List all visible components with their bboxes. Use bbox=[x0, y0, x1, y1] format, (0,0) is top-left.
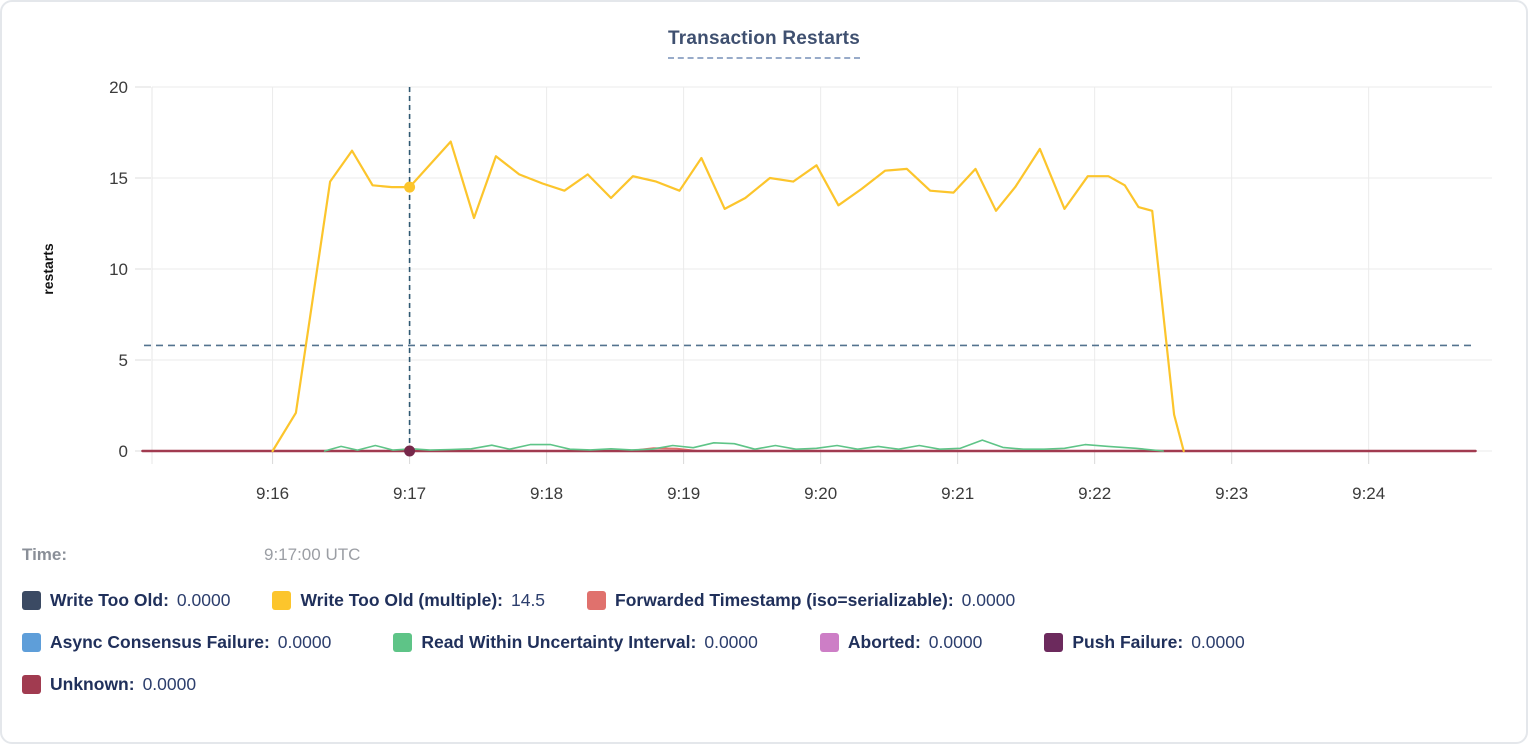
legend-label: Aborted: bbox=[847, 632, 921, 652]
legend-row: Write Too Old: 0.0000 Write Too Old (multi… bbox=[22, 590, 1516, 611]
x-tick-label: 9:19 bbox=[667, 484, 700, 503]
legend-swatch bbox=[22, 675, 41, 694]
x-tick-label: 9:21 bbox=[941, 484, 974, 503]
legend-value: 0.0000 bbox=[277, 632, 332, 652]
legend-swatch bbox=[587, 591, 607, 610]
transaction-restarts-chart[interactable]: 0 5 10 15 20 9:16 9:17 9:18 9:19 9:20 9:21 9:22 9:23… bbox=[2, 2, 1528, 512]
legend-item-forwarded-timestamp-iso-serializable: Forwarded Timestamp (iso=serializable): 0… bbox=[587, 590, 1015, 611]
x-tick-label: 9:18 bbox=[530, 484, 563, 503]
legend-item-aborted: Aborted: 0.0000 bbox=[819, 632, 983, 653]
legend-value: 14.5 bbox=[510, 590, 546, 610]
time-value: 9:17:00 UTC bbox=[264, 545, 361, 564]
y-tick-label: 15 bbox=[109, 169, 128, 188]
chart-legend: Write Too Old: 0.0000 Write Too Old (multi… bbox=[22, 590, 1516, 716]
legend-item-read-within-uncertainty-interval: Read Within Uncertainty Interval: 0.0000 bbox=[393, 632, 758, 653]
legend-value: 0.0000 bbox=[1191, 632, 1245, 652]
legend-item-push-failure: Push Failure: 0.0000 bbox=[1044, 632, 1245, 653]
y-tick-label: 20 bbox=[109, 78, 128, 97]
x-tick-label: 9:20 bbox=[804, 484, 837, 503]
x-tick-label: 9:22 bbox=[1078, 484, 1111, 503]
crosshair-point-write-too-old-multiple- bbox=[404, 181, 416, 193]
legend-value: 0.0000 bbox=[142, 674, 197, 694]
chart-title-wrap: Transaction Restarts bbox=[2, 28, 1526, 59]
legend-item-write-too-old-multiple: Write Too Old (multiple): 14.5 bbox=[272, 590, 545, 611]
legend-item-unknown: Unknown: 0.0000 bbox=[22, 674, 196, 695]
y-tick-label: 5 bbox=[119, 351, 128, 370]
legend-swatch bbox=[272, 591, 292, 610]
chart-title: Transaction Restarts bbox=[668, 28, 860, 59]
x-tick-label: 9:16 bbox=[256, 484, 289, 503]
legend-value: 0.0000 bbox=[928, 632, 983, 652]
series-write-too-old-multiple- bbox=[271, 140, 1185, 453]
legend-label: Unknown: bbox=[50, 674, 135, 694]
legend-label: Forwarded Timestamp (iso=serializable): bbox=[615, 590, 954, 610]
legend-value: 0.0000 bbox=[176, 590, 231, 610]
time-label: Time: bbox=[22, 545, 68, 564]
crosshair-point-unknown bbox=[404, 445, 416, 457]
hover-time-row: Time: 9:17:00 UTC bbox=[22, 545, 360, 565]
x-tick-label: 9:17 bbox=[393, 484, 426, 503]
legend-value: 0.0000 bbox=[961, 590, 1016, 610]
legend-label: Async Consensus Failure: bbox=[50, 632, 270, 652]
legend-row: Async Consensus Failure: 0.0000 Read Withi… bbox=[22, 632, 1516, 653]
series-read-within-uncertainty-interval bbox=[323, 439, 1164, 452]
legend-swatch bbox=[1044, 633, 1064, 652]
legend-swatch bbox=[393, 633, 413, 652]
legend-row: Unknown: 0.0000 bbox=[22, 674, 1516, 695]
legend-item-async-consensus-failure: Async Consensus Failure: 0.0000 bbox=[22, 632, 331, 653]
legend-value: 0.0000 bbox=[704, 632, 758, 652]
legend-swatch bbox=[819, 633, 839, 652]
legend-swatch bbox=[22, 633, 41, 652]
legend-label: Push Failure: bbox=[1072, 632, 1184, 652]
legend-label: Write Too Old: bbox=[50, 590, 169, 610]
legend-label: Read Within Uncertainty Interval: bbox=[421, 632, 697, 652]
legend-swatch bbox=[22, 591, 41, 610]
legend-item-write-too-old: Write Too Old: 0.0000 bbox=[22, 590, 230, 611]
x-tick-label: 9:24 bbox=[1352, 484, 1385, 503]
y-tick-label: 10 bbox=[109, 260, 128, 279]
y-axis-label: restarts bbox=[40, 243, 56, 295]
x-tick-label: 9:23 bbox=[1215, 484, 1248, 503]
y-tick-label: 0 bbox=[119, 442, 128, 461]
legend-label: Write Too Old (multiple): bbox=[300, 590, 503, 610]
